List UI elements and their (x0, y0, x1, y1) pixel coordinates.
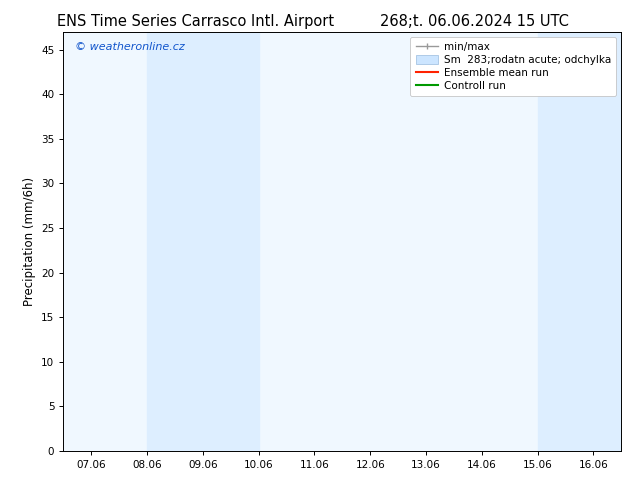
Bar (538, 32, 621, 451)
Text: ENS Time Series Carrasco Intl. Airport: ENS Time Series Carrasco Intl. Airport (57, 14, 334, 29)
Legend: min/max, Sm  283;rodatn acute; odchylka, Ensemble mean run, Controll run: min/max, Sm 283;rodatn acute; odchylka, … (410, 37, 616, 96)
Text: © weatheronline.cz: © weatheronline.cz (75, 42, 184, 52)
Y-axis label: Precipitation (mm/6h): Precipitation (mm/6h) (23, 177, 36, 306)
Bar (147, 32, 259, 451)
Text: 268;t. 06.06.2024 15 UTC: 268;t. 06.06.2024 15 UTC (380, 14, 569, 29)
